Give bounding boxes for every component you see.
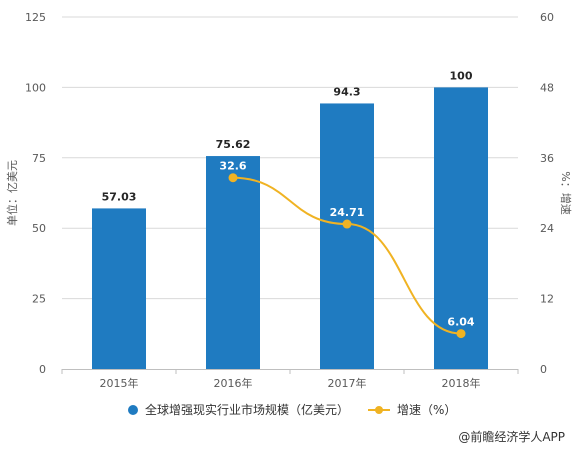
legend-item-line: 增速（%） bbox=[368, 401, 456, 418]
bar-value-label: 100 bbox=[450, 69, 473, 82]
legend: 全球增强现实行业市场规模（亿美元） 增速（%） bbox=[0, 401, 575, 421]
growth-point bbox=[456, 329, 466, 339]
right-axis: 0 12 24 36 48 60 bbox=[540, 11, 554, 376]
bar bbox=[434, 87, 488, 370]
right-tick-label: 48 bbox=[540, 81, 554, 94]
chart-canvas: 0 25 50 75 100 125 0 12 24 36 48 60 57.03 75.62 94.3… bbox=[5, 11, 573, 390]
x-axis-ticks: 2015年 2016年 2017年 2018年 bbox=[61, 369, 519, 390]
bar-value-label: 94.3 bbox=[333, 85, 360, 98]
legend-bar-swatch bbox=[128, 404, 138, 415]
x-tick-label: 2015年 bbox=[100, 376, 139, 390]
bar-series: 57.03 75.62 94.3 100 bbox=[92, 69, 488, 370]
bar bbox=[320, 103, 374, 369]
legend-item-bar: 全球增强现实行业市场规模（亿美元） bbox=[128, 401, 349, 418]
left-tick-label: 100 bbox=[25, 81, 46, 94]
left-tick-label: 25 bbox=[32, 293, 46, 306]
line-series: 32.6 24.71 6.04 bbox=[219, 160, 475, 339]
left-tick-label: 125 bbox=[25, 11, 46, 24]
right-tick-label: 36 bbox=[540, 152, 554, 165]
right-tick-label: 60 bbox=[540, 11, 554, 24]
right-tick-label: 12 bbox=[540, 293, 554, 306]
bar bbox=[92, 208, 146, 369]
x-tick-label: 2018年 bbox=[442, 376, 481, 390]
growth-point bbox=[228, 173, 238, 183]
left-axis: 0 25 50 75 100 125 bbox=[25, 11, 46, 376]
growth-value-label: 32.6 bbox=[219, 160, 246, 173]
right-axis-title: %：增速 bbox=[559, 171, 573, 214]
legend-line-swatch bbox=[368, 405, 390, 414]
growth-value-label: 6.04 bbox=[447, 316, 474, 329]
x-tick-label: 2016年 bbox=[214, 376, 253, 390]
bar-value-label: 75.62 bbox=[216, 138, 251, 151]
source-credit: @前瞻经济学人APP bbox=[458, 430, 565, 444]
growth-point bbox=[342, 219, 352, 229]
right-tick-label: 0 bbox=[540, 363, 547, 376]
legend-bar-label: 全球增强现实行业市场规模（亿美元） bbox=[145, 403, 350, 417]
x-tick-label: 2017年 bbox=[328, 376, 367, 390]
left-tick-label: 75 bbox=[32, 152, 46, 165]
bar bbox=[206, 156, 260, 369]
bar-value-label: 57.03 bbox=[102, 190, 137, 203]
left-axis-title: 单位：亿美元 bbox=[5, 160, 19, 226]
left-tick-label: 50 bbox=[32, 222, 46, 235]
left-tick-label: 0 bbox=[39, 363, 46, 376]
growth-value-label: 24.71 bbox=[330, 206, 365, 219]
legend-line-label: 增速（%） bbox=[397, 403, 457, 417]
right-tick-label: 24 bbox=[540, 222, 554, 235]
